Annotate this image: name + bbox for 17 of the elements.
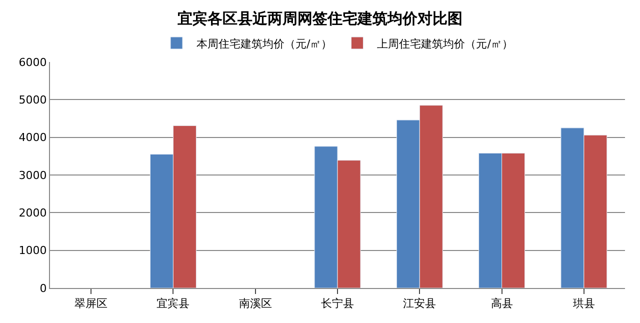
x-tick-label: 宜宾县 xyxy=(156,297,190,310)
x-tick-label: 南溪区 xyxy=(238,297,272,310)
x-tick-label: 江安县 xyxy=(403,297,436,310)
x-tick-label: 长宁县 xyxy=(321,297,354,310)
legend-label: 上周住宅建筑均价（元/㎡） xyxy=(377,37,513,50)
y-tick-label: 3000 xyxy=(18,168,47,182)
y-tick-label: 2000 xyxy=(18,206,47,220)
y-tick-label: 5000 xyxy=(18,94,47,107)
y-tick-label: 4000 xyxy=(18,131,47,144)
y-tick-label: 1000 xyxy=(18,244,47,258)
legend-label: 本周住宅建筑均价（元/㎡） xyxy=(196,37,332,50)
y-tick-label: 0 xyxy=(40,282,47,295)
x-tick-label: 珙县 xyxy=(572,297,595,310)
x-tick-label: 翠屏区 xyxy=(74,297,108,310)
chart-title: 宜宾各区县近两周网签住宅建筑均价对比图 xyxy=(178,9,462,28)
x-tick-label: 高县 xyxy=(490,297,513,310)
y-tick-label: 6000 xyxy=(18,56,47,69)
